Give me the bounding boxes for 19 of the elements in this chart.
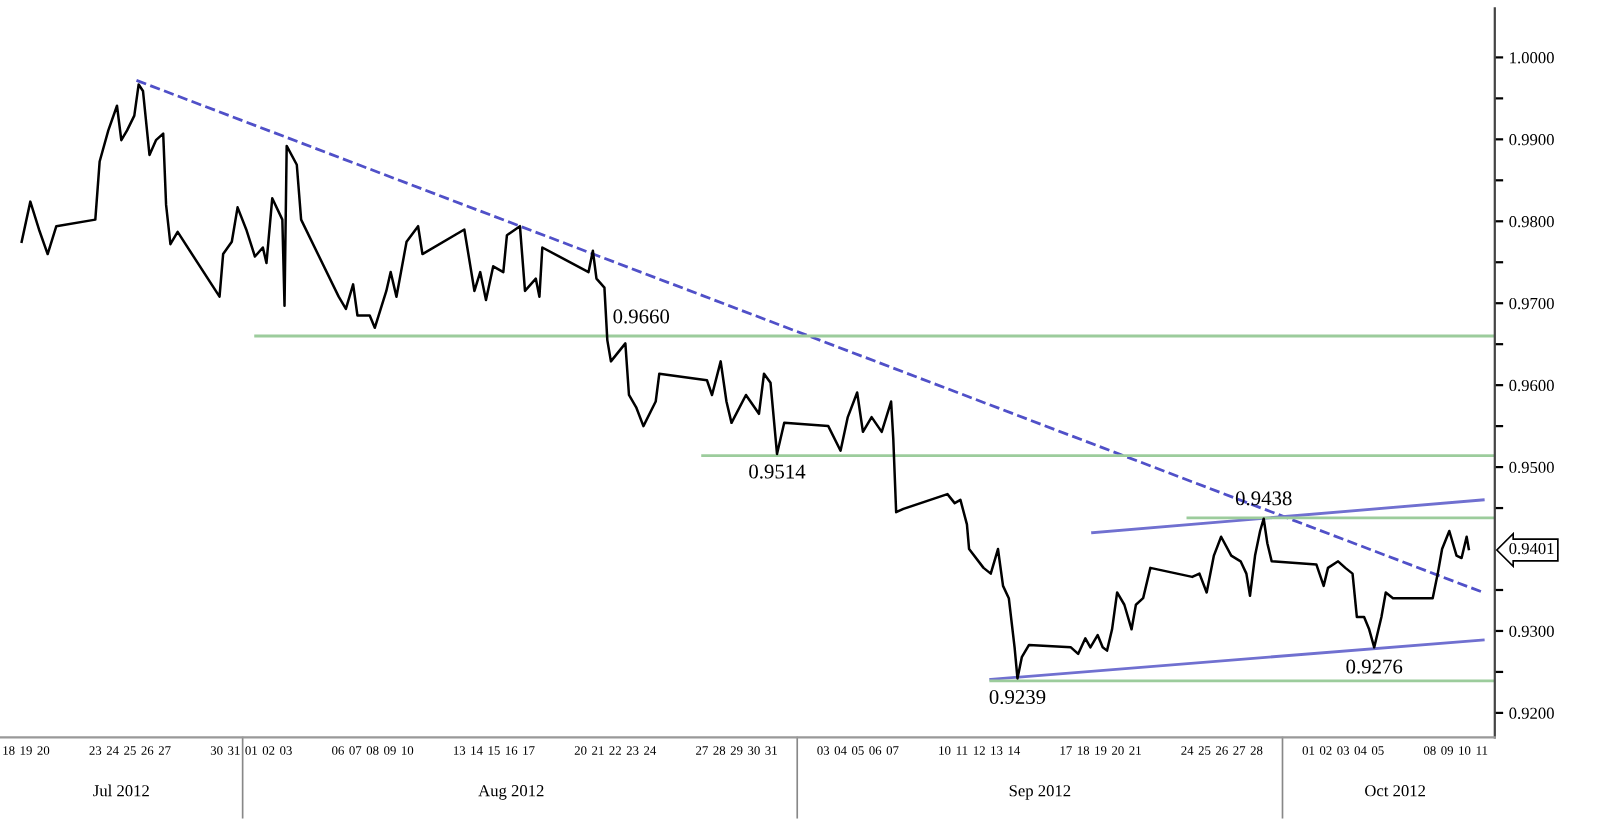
y-tick-label: 0.9700 bbox=[1509, 297, 1554, 310]
text: Sep 2012 bbox=[1009, 785, 1071, 800]
line-series bbox=[20, 83, 1471, 680]
y-tick-label: 0.9900 bbox=[1509, 134, 1554, 146]
y-tick-label: 0.9500 bbox=[1509, 461, 1554, 474]
annotation: 0.9276 bbox=[1346, 659, 1403, 674]
annotation: 0.9660 bbox=[613, 309, 670, 324]
text: Jul 2012 bbox=[93, 784, 149, 797]
annotation: 0.9514 bbox=[749, 464, 806, 479]
y-tick-label: 0.9401 bbox=[1509, 542, 1554, 555]
y-tick-label: 0.9800 bbox=[1509, 215, 1554, 228]
y-tick-label: 1.0000 bbox=[1510, 52, 1554, 64]
y-tick-label: 0.9200 bbox=[1509, 707, 1554, 719]
annotation: 0.9239 bbox=[989, 689, 1046, 705]
text: Aug 2012 bbox=[478, 785, 544, 800]
y-tick-label: 0.9600 bbox=[1509, 379, 1554, 392]
text: Oct 2012 bbox=[1365, 785, 1426, 797]
annotation: 0.9438 bbox=[1235, 491, 1292, 506]
y-tick-label: 0.9300 bbox=[1509, 625, 1554, 637]
